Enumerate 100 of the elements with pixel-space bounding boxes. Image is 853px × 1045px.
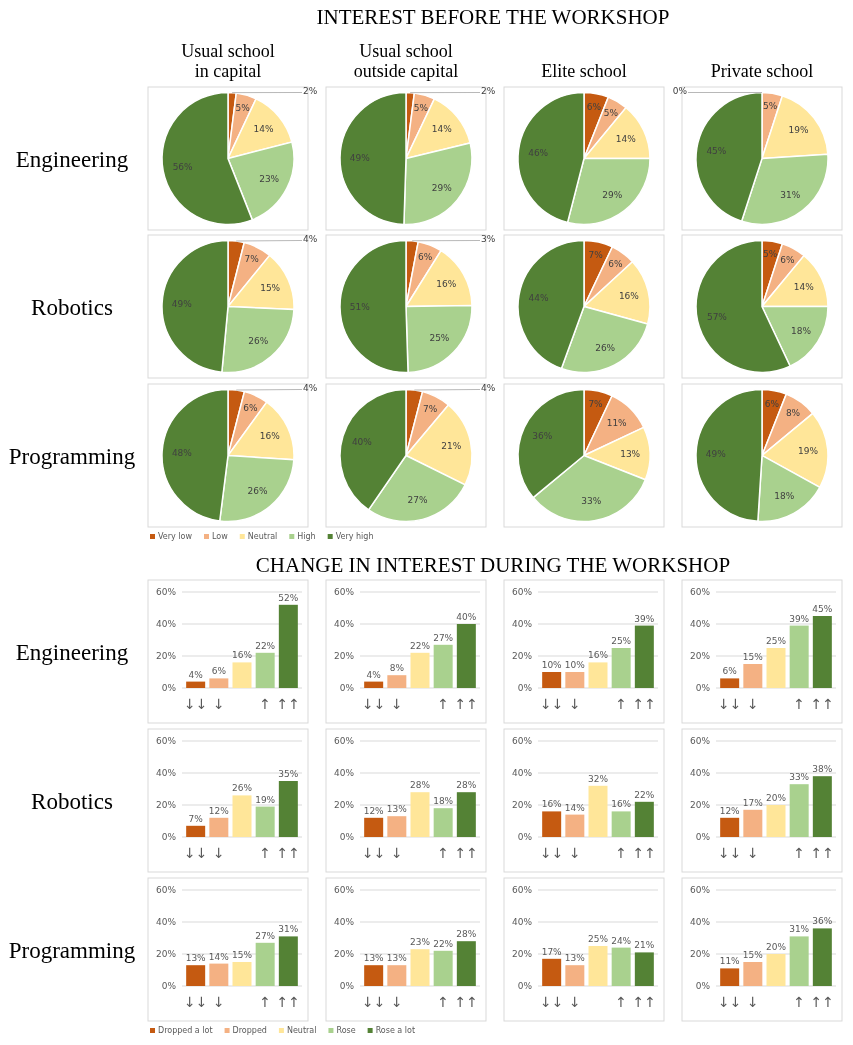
data-label: 8% xyxy=(389,663,405,674)
x-tick-label: ↓ xyxy=(568,844,581,861)
data-label: 6% xyxy=(722,666,738,677)
data-label: 13% xyxy=(185,953,207,964)
data-label: 11% xyxy=(606,417,628,428)
data-label: 33% xyxy=(581,496,602,507)
x-tick-label: ↓ xyxy=(746,844,759,861)
y-tick-label: 40% xyxy=(511,619,533,630)
data-label: 5% xyxy=(413,102,429,113)
y-tick-label: 20% xyxy=(333,949,355,960)
legend-label: Rose xyxy=(336,1026,356,1035)
y-tick-label: 40% xyxy=(333,917,355,928)
y-tick-label: 60% xyxy=(689,736,711,747)
x-tick-label: ↑↑ xyxy=(276,695,301,712)
chart-title: Usual school outside capital xyxy=(353,41,459,81)
data-label: 6% xyxy=(243,402,259,413)
data-label: 2% xyxy=(481,85,496,96)
data-label: 24% xyxy=(611,935,632,946)
data-label: 10% xyxy=(541,660,563,670)
y-tick-label: 20% xyxy=(511,949,533,960)
bar xyxy=(387,816,407,837)
text: Engineering xyxy=(15,146,129,172)
data-label: 4% xyxy=(366,669,382,680)
data-label: 15% xyxy=(231,950,253,960)
x-tick-label: ↓↓ xyxy=(717,844,742,861)
bar xyxy=(410,652,430,688)
y-tick-label: 40% xyxy=(689,917,711,928)
y-tick-label: 60% xyxy=(333,736,355,747)
bar xyxy=(634,952,654,986)
data-label: 19% xyxy=(255,794,276,805)
data-label: 26% xyxy=(595,342,616,353)
data-label: 6% xyxy=(780,255,796,266)
legend-label: Dropped xyxy=(232,1026,267,1035)
data-label: 6% xyxy=(608,258,623,269)
bar xyxy=(611,648,631,688)
x-tick-label: ↑↑ xyxy=(632,993,657,1010)
x-tick-label: ↑↑ xyxy=(454,844,479,861)
bar xyxy=(387,965,407,986)
bar xyxy=(364,681,384,688)
bar xyxy=(720,817,740,837)
x-tick-label: ↓↓ xyxy=(717,993,742,1010)
data-label: 6% xyxy=(418,252,433,263)
x-tick-label: ↑ xyxy=(793,695,806,712)
data-label: 25% xyxy=(765,636,787,646)
bar xyxy=(255,652,275,688)
data-label: 22% xyxy=(433,938,454,949)
data-label: 14% xyxy=(208,951,230,962)
y-tick-label: 60% xyxy=(689,587,711,598)
data-label: 40% xyxy=(456,612,477,622)
bar xyxy=(433,808,453,837)
chart-title: Private school xyxy=(710,61,814,81)
y-tick-label: 0% xyxy=(517,832,533,843)
y-tick-label: 20% xyxy=(333,800,355,811)
x-tick-label: ↓ xyxy=(212,993,225,1010)
bar xyxy=(364,965,384,986)
chart-title: Elite school xyxy=(541,61,627,81)
x-tick-label: ↓ xyxy=(568,993,581,1010)
x-tick-label: ↑↑ xyxy=(632,844,657,861)
x-tick-label: ↓ xyxy=(746,695,759,712)
data-label: 5% xyxy=(603,108,619,119)
data-label: 45% xyxy=(812,604,833,614)
data-label: 25% xyxy=(429,333,450,344)
data-label: 27% xyxy=(407,495,429,506)
y-tick-label: 0% xyxy=(517,981,533,992)
data-label: 6% xyxy=(764,398,780,409)
bar xyxy=(634,801,654,837)
data-label: 7% xyxy=(588,250,604,260)
data-label: 13% xyxy=(363,953,385,964)
data-label: 56% xyxy=(172,162,194,173)
data-label: 26% xyxy=(231,783,253,794)
data-label: 14% xyxy=(615,133,637,144)
bar xyxy=(720,678,740,688)
x-tick-label: ↑ xyxy=(259,844,272,861)
data-label: 27% xyxy=(255,930,276,941)
bar xyxy=(456,624,476,688)
data-label: 13% xyxy=(564,953,586,964)
bar xyxy=(611,811,631,837)
y-tick-label: 0% xyxy=(517,683,533,694)
data-label: 12% xyxy=(208,805,230,816)
data-label: 7% xyxy=(588,398,604,409)
data-label: 14% xyxy=(564,802,586,813)
bar xyxy=(766,648,786,688)
data-label: 18% xyxy=(791,326,812,337)
data-label: 7% xyxy=(423,403,438,414)
data-label: 39% xyxy=(634,613,655,624)
data-label: 22% xyxy=(255,640,276,651)
x-tick-label: ↑↑ xyxy=(810,695,835,712)
x-tick-label: ↓↓ xyxy=(539,844,564,861)
bar xyxy=(433,644,453,688)
y-tick-label: 20% xyxy=(689,949,711,960)
y-tick-label: 20% xyxy=(333,651,355,662)
y-tick-label: 40% xyxy=(155,917,177,928)
y-tick-label: 0% xyxy=(339,832,355,843)
text: Engineering xyxy=(15,639,129,665)
bar xyxy=(565,672,585,688)
y-tick-label: 0% xyxy=(695,981,711,992)
bar xyxy=(812,928,832,986)
bar xyxy=(542,958,562,986)
y-tick-label: 60% xyxy=(155,736,177,747)
data-label: 16% xyxy=(259,430,281,441)
